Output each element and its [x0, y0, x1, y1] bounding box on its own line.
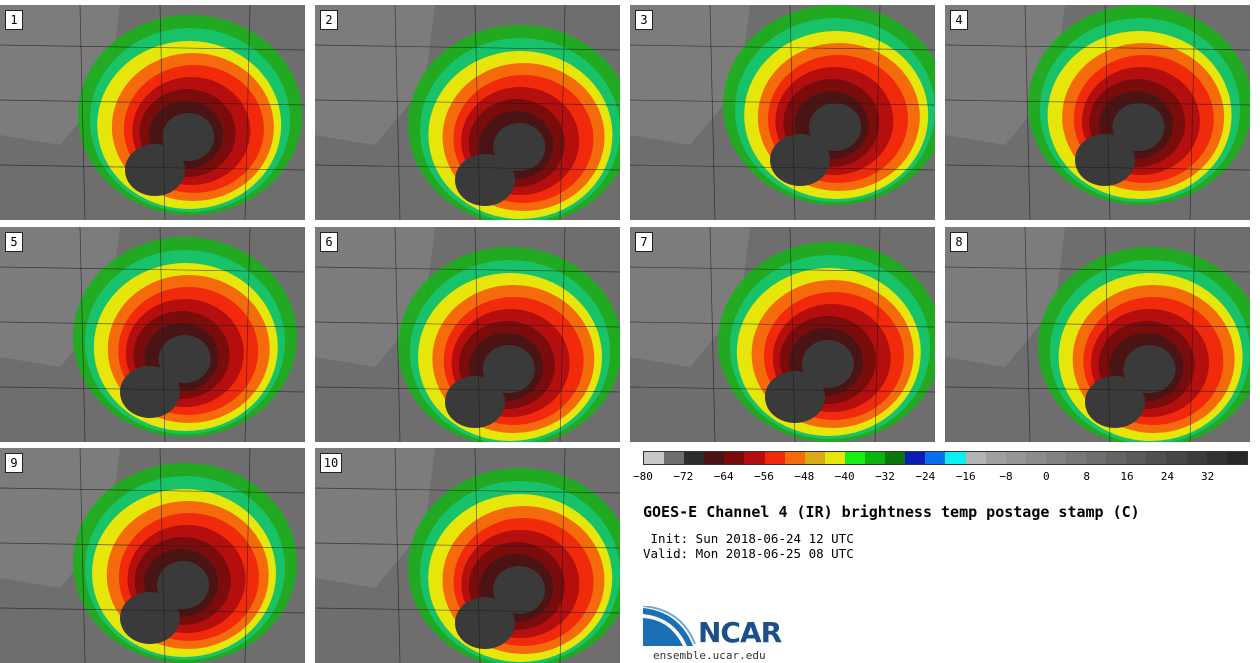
ir-map [315, 5, 620, 220]
panel-number: 3 [635, 10, 653, 30]
colorbar-swatch [985, 452, 1006, 464]
ensemble-panel-8: 8 [945, 227, 1250, 442]
ncar-logo-text: NCAR [698, 616, 782, 649]
panel-number: 6 [320, 232, 338, 252]
ncar-logo-icon [643, 606, 696, 646]
ensemble-panel-2: 2 [315, 5, 620, 220]
colorbar-swatch [784, 452, 805, 464]
colorbar-tick-label: 16 [1120, 470, 1134, 483]
colorbar-swatch [824, 452, 845, 464]
colorbar-swatch [865, 452, 886, 464]
ensemble-panel-9: 9 [0, 448, 305, 663]
colorbar-swatch [1226, 452, 1247, 464]
colorbar-tick-label: −24 [915, 470, 936, 483]
ensemble-panel-5: 5 [0, 227, 305, 442]
ensemble-panel-6: 6 [315, 227, 620, 442]
colorbar-tick-label: −56 [754, 470, 774, 483]
colorbar-swatch [764, 452, 785, 464]
ir-map [630, 5, 935, 220]
colorbar-swatch [1166, 452, 1187, 464]
colorbar-tick-label: −64 [713, 470, 734, 483]
ensemble-panel-10: 10 [315, 448, 620, 663]
colorbar-tick-label: −80 [633, 470, 653, 483]
colorbar-tick-labels: −80 −72 −64 −56 −48 −40 −32 −24 −16 −8 0 8 16 24 32 [633, 470, 1248, 484]
colorbar-swatch [1186, 452, 1207, 464]
colorbar-swatch [1065, 452, 1087, 464]
panel-number: 9 [5, 453, 23, 473]
panel-number: 1 [5, 10, 23, 30]
colorbar-swatch [1045, 452, 1066, 464]
colorbar-swatch [664, 452, 685, 464]
ir-map [315, 448, 620, 663]
init-time: Init: Sun 2018-06-24 12 UTC [643, 531, 854, 546]
colorbar-swatch [885, 452, 906, 464]
ir-map [0, 5, 305, 220]
colorbar-swatch [724, 452, 745, 464]
colorbar-tick-label: −16 [955, 470, 976, 483]
ensemble-url: ensemble.ucar.edu [653, 649, 766, 662]
panel-number: 2 [320, 10, 338, 30]
colorbar-tick-label: −32 [875, 470, 895, 483]
colorbar-swatch [1106, 452, 1127, 464]
ensemble-panel-3: 3 [630, 5, 935, 220]
valid-time: Valid: Mon 2018-06-25 08 UTC [643, 546, 854, 561]
ir-map [630, 227, 935, 442]
colorbar-swatch [684, 452, 705, 464]
colorbar-tick-label: −8 [999, 470, 1013, 483]
colorbar-swatch [1005, 452, 1026, 464]
colorbar-swatch [804, 452, 825, 464]
panel-number: 5 [5, 232, 23, 252]
colorbar-tick-label: 24 [1160, 470, 1174, 483]
colorbar-tick-label: 0 [1043, 470, 1050, 483]
ir-map [0, 227, 305, 442]
colorbar-swatch [1206, 452, 1227, 464]
panel-number: 7 [635, 232, 653, 252]
ir-map [945, 5, 1250, 220]
panel-number: 8 [950, 232, 968, 252]
temperature-colorbar [643, 451, 1248, 465]
colorbar-swatch [1086, 452, 1107, 464]
colorbar-tick-label: 8 [1083, 470, 1090, 483]
figure-title: GOES-E Channel 4 (IR) brightness temp po… [643, 503, 1140, 521]
colorbar-tick-label: 32 [1201, 470, 1215, 483]
colorbar-swatch [704, 452, 725, 464]
colorbar-swatch [965, 452, 986, 464]
colorbar-swatch [644, 452, 665, 464]
colorbar-swatch [945, 452, 966, 464]
colorbar-swatch [844, 452, 866, 464]
colorbar-swatch [925, 452, 946, 464]
colorbar-swatch [905, 452, 926, 464]
colorbar-tick-label: −48 [794, 470, 815, 483]
colorbar-swatch [744, 452, 765, 464]
ir-map [0, 448, 305, 663]
ensemble-panel-7: 7 [630, 227, 935, 442]
ensemble-panel-1: 1 [0, 5, 305, 220]
ir-map [945, 227, 1250, 442]
colorbar-tick-label: −40 [834, 470, 855, 483]
colorbar-swatch [1126, 452, 1147, 464]
colorbar-swatch [1146, 452, 1167, 464]
ir-map [315, 227, 620, 442]
ensemble-panel-4: 4 [945, 5, 1250, 220]
colorbar-tick-label: −72 [673, 470, 694, 483]
colorbar-swatch [1025, 452, 1046, 464]
panel-number: 10 [320, 453, 342, 473]
panel-number: 4 [950, 10, 968, 30]
